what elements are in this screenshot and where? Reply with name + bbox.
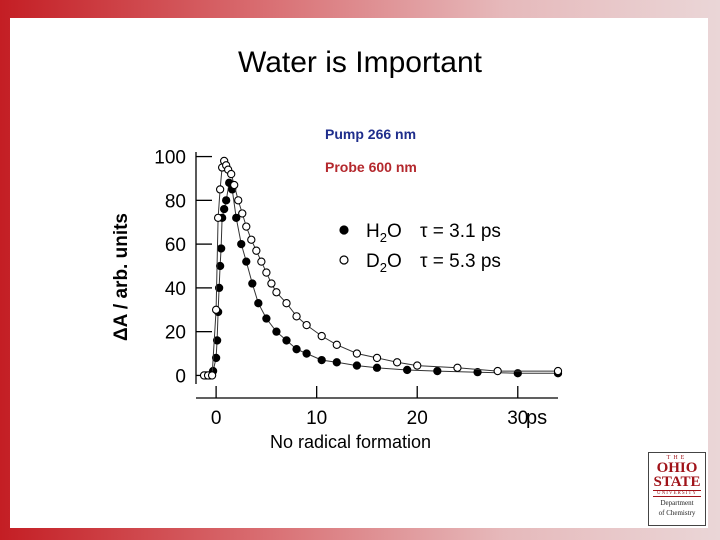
data-point-H2O [352,361,362,370]
data-point-H2O [282,336,291,345]
data-point-D2O [207,371,217,380]
legend-tau-D2O: τ = 5.3 ps [420,251,501,272]
data-point-H2O [262,314,271,323]
y-tick-label: 100 [154,148,186,169]
data-point-D2O [230,180,239,190]
x-tick-label: 0 [211,408,222,429]
data-point-D2O [257,257,266,266]
data-point-D2O [553,366,563,376]
data-point-H2O [248,279,257,288]
logo-university: UNIVERSITY [653,490,701,497]
data-point-H2O [216,244,226,253]
data-point-H2O [317,355,326,365]
logo-dept-1: Department [660,499,694,507]
logo-name-2: STATE [653,474,701,490]
data-point-H2O [292,345,301,354]
chart-series [199,156,563,380]
data-point-H2O [403,365,412,375]
y-tick-label: 20 [165,323,186,344]
data-point-D2O [453,363,462,372]
legend-label-D2O: D2O [366,251,402,275]
data-point-D2O [302,320,311,330]
x-tick-label: 20 [407,408,428,429]
legend-label-H2O: H2O [366,221,402,245]
y-tick-label: 0 [175,366,186,387]
legend-marker-H2O [339,225,349,235]
data-point-D2O [352,349,362,358]
y-tick-label: 80 [165,191,186,212]
data-point-D2O [267,279,276,288]
probe-label: Probe 600 nm [325,159,417,175]
y-tick-label: 60 [165,235,186,256]
logo-dept-2: of Chemistry [658,509,696,517]
slide-title: Water is Important [238,46,482,79]
data-point-D2O [215,185,225,194]
data-point-H2O [232,213,241,222]
data-point-D2O [227,169,236,179]
x-unit-label: ps [526,407,547,429]
logo-the: THE [666,455,688,461]
data-point-H2O [433,366,442,376]
data-point-H2O [254,299,263,308]
data-point-H2O [332,358,341,367]
ohio-state-logo: THE OHIO STATE UNIVERSITY Department of … [648,452,706,526]
data-point-D2O [252,246,261,255]
data-point-H2O [242,257,251,266]
data-point-H2O [272,327,281,336]
slide-canvas [10,18,708,528]
data-point-D2O [372,353,382,363]
data-point-H2O [215,261,225,271]
data-point-D2O [242,222,251,231]
data-point-H2O [372,363,382,372]
y-tick-label: 40 [165,279,186,300]
data-point-D2O [493,366,502,376]
data-point-D2O [317,331,326,341]
data-point-H2O [473,368,482,377]
data-point-D2O [234,196,243,205]
data-point-H2O [214,283,224,293]
pump-label: Pump 266 nm [325,126,416,142]
data-point-H2O [220,204,229,214]
data-point-D2O [292,312,301,321]
x-tick-label: 30 [507,408,528,429]
data-point-D2O [282,299,291,308]
data-point-D2O [272,288,281,297]
chart-legend: H2O τ = 3.1 ps D2O τ = 5.3 ps [339,221,501,275]
annotation-no-radical: No radical formation [270,432,431,452]
data-point-D2O [413,361,422,370]
data-point-D2O [262,268,271,277]
legend-marker-D2O [339,255,349,265]
y-axis-label: ΔA / arb. units [111,213,132,341]
data-point-D2O [238,209,247,218]
data-point-D2O [213,213,223,222]
legend-tau-H2O: τ = 3.1 ps [420,221,501,242]
data-point-H2O [211,353,221,363]
data-point-D2O [332,340,341,349]
series-line-H2O [206,181,558,376]
data-point-H2O [302,349,311,358]
data-point-D2O [247,235,256,244]
data-point-H2O [222,196,231,205]
data-point-H2O [212,336,222,345]
chart-axes: 0 20 40 60 80 100 0 10 20 30 [154,148,558,429]
data-point-D2O [211,305,221,314]
data-point-D2O [392,358,402,367]
x-tick-label: 10 [306,408,327,429]
logo-name-1: OHIO [656,460,698,476]
data-point-H2O [237,239,246,249]
